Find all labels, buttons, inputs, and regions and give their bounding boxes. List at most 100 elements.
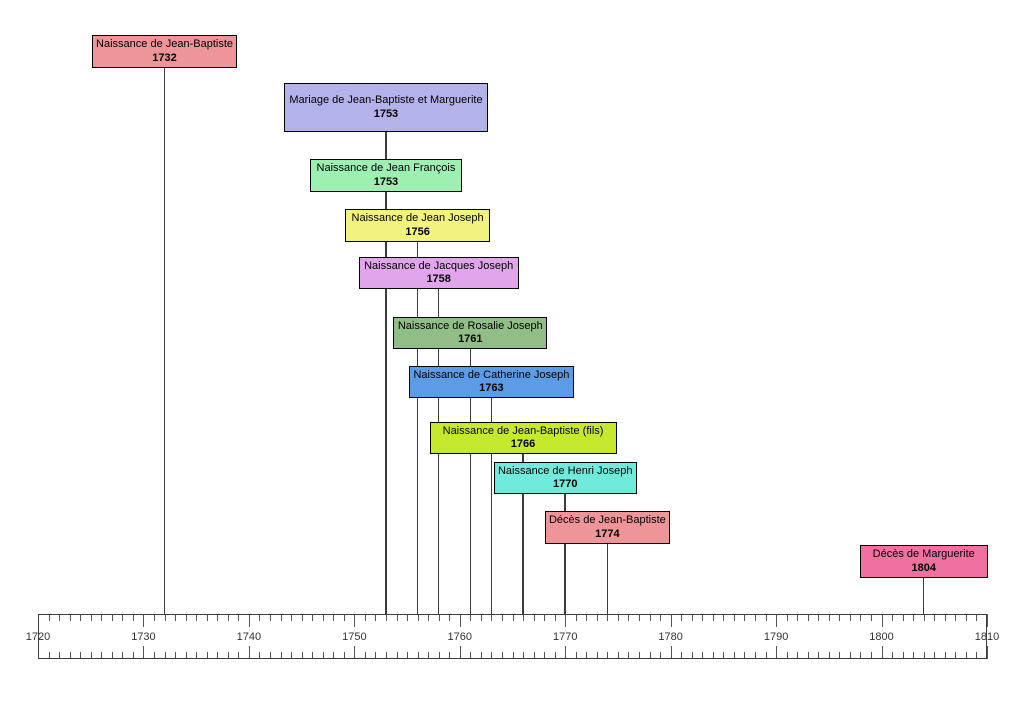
axis-tick xyxy=(153,652,155,659)
axis-tick xyxy=(839,614,841,621)
axis-tick xyxy=(196,614,198,621)
axis-tick xyxy=(586,652,588,659)
axis-tick xyxy=(449,652,451,659)
event-box: Naissance de Catherine Joseph 1763 xyxy=(408,366,574,398)
axis-tick xyxy=(987,614,988,627)
axis-tick xyxy=(269,652,271,659)
event-title: Mariage de Jean-Baptiste et Marguerite xyxy=(289,94,483,106)
event-line xyxy=(490,398,493,615)
axis-tick xyxy=(459,646,461,659)
axis-tick xyxy=(575,652,577,659)
axis-year-label: 1790 xyxy=(763,630,789,643)
axis-tick xyxy=(596,614,598,621)
axis-tick xyxy=(354,614,356,627)
event-line xyxy=(469,349,472,615)
axis-year-label: 1780 xyxy=(658,630,683,643)
axis-tick xyxy=(776,646,778,659)
axis-tick xyxy=(354,646,356,659)
axis-tick xyxy=(797,652,799,659)
axis-tick xyxy=(902,652,904,659)
axis-tick xyxy=(660,614,662,621)
axis-tick xyxy=(628,614,630,621)
axis-tick xyxy=(312,614,314,621)
axis-tick xyxy=(396,652,398,659)
axis-tick xyxy=(976,614,978,621)
event-title: Naissance de Jean François xyxy=(316,162,456,174)
axis-tick xyxy=(955,652,957,659)
axis-tick xyxy=(807,652,809,659)
event-box: Naissance de Jean-Baptiste (fils) 1766 xyxy=(429,422,617,454)
axis-tick xyxy=(860,614,862,621)
axis-tick xyxy=(849,614,851,621)
event-year: 1761 xyxy=(458,333,483,345)
axis-tick xyxy=(628,652,630,659)
event-year: 1732 xyxy=(152,51,177,64)
axis-tick xyxy=(902,614,904,621)
axis-tick xyxy=(755,652,757,659)
axis-tick xyxy=(565,646,567,659)
event-title: Décès de Jean-Baptiste xyxy=(548,514,666,526)
axis-tick xyxy=(828,652,830,659)
event-line xyxy=(163,68,166,615)
axis-tick xyxy=(554,614,556,621)
axis-tick xyxy=(765,614,767,621)
axis-tick xyxy=(227,652,229,659)
axis-tick xyxy=(111,614,113,621)
axis-tick xyxy=(744,652,746,659)
axis-tick xyxy=(132,652,134,659)
axis-tick xyxy=(48,652,50,659)
axis-tick xyxy=(438,652,440,659)
axis-tick xyxy=(712,652,714,659)
axis-tick xyxy=(523,652,525,659)
axis-tick xyxy=(818,614,820,621)
event-title: Naissance de Jean-Baptiste (fils) xyxy=(442,424,604,437)
axis-tick xyxy=(333,652,335,659)
axis-tick xyxy=(607,652,609,659)
axis-tick xyxy=(649,652,651,659)
axis-tick xyxy=(976,652,978,659)
axis-tick xyxy=(459,614,461,627)
axis-tick xyxy=(248,614,250,627)
axis-tick xyxy=(48,614,50,621)
axis-tick xyxy=(385,652,387,659)
axis-tick xyxy=(269,614,271,621)
axis-tick xyxy=(786,614,788,621)
axis-tick xyxy=(417,614,419,621)
axis-tick xyxy=(501,652,503,659)
axis-tick xyxy=(828,614,830,621)
axis-tick xyxy=(375,614,377,621)
axis-tick xyxy=(196,652,198,659)
axis-band xyxy=(38,614,987,659)
axis-tick xyxy=(217,652,219,659)
axis-tick xyxy=(491,614,493,621)
axis-tick xyxy=(871,614,872,621)
axis-tick xyxy=(480,614,482,621)
axis-tick xyxy=(944,614,946,621)
event-line xyxy=(606,544,609,615)
event-line xyxy=(922,578,925,615)
axis-tick xyxy=(923,652,925,659)
event-year: 1753 xyxy=(373,107,399,120)
axis-tick xyxy=(428,614,430,621)
axis-tick xyxy=(322,614,324,621)
axis-tick xyxy=(596,652,598,659)
axis-tick xyxy=(617,652,619,659)
event-line xyxy=(385,192,387,615)
axis-tick xyxy=(723,614,725,621)
axis-tick xyxy=(491,652,493,659)
axis-tick xyxy=(407,614,409,621)
axis-tick xyxy=(143,614,145,627)
axis-tick xyxy=(544,614,546,621)
axis-tick xyxy=(807,614,809,621)
axis-tick xyxy=(649,614,651,621)
event-box: Naissance de Henri Joseph 1770 xyxy=(493,462,637,494)
event-title: Naissance de Henri Joseph xyxy=(497,464,633,477)
axis-tick xyxy=(723,652,725,659)
axis-tick xyxy=(259,614,261,621)
axis-tick xyxy=(122,652,124,659)
axis-tick xyxy=(934,614,936,621)
axis-tick xyxy=(312,652,314,659)
event-year: 1774 xyxy=(595,527,620,540)
